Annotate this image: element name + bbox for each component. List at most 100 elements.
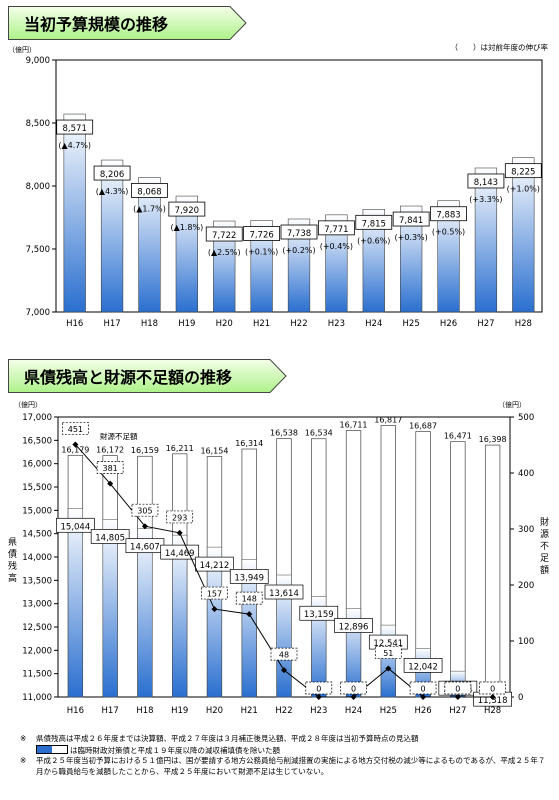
chart2-ytick-label: 11,500 [22,670,52,680]
chart1-growth-label: (+0.4%) [320,242,353,251]
chart2-ytick-label: 16,000 [22,460,52,470]
chart1-growth-label: (+0.2%) [282,246,315,255]
chart1-value-box [131,183,168,198]
chart2-shortfall-point [315,694,322,700]
chart2-adjusted-label: 12,541 [373,639,403,649]
chart1-data-label: 7,726 [249,231,273,241]
chart2-adjusted-label: 13,949 [234,573,264,583]
chart2-xtick-label: H27 [449,706,466,716]
budget-scale-chart: （億円） （ ）は対前年度の伸び率 7,000 7,500 8,000 8,500 9,… [8,42,549,329]
chart1-xtick-label: H21 [253,319,270,329]
chart2-shortfall-box [131,503,159,517]
chart1-growth-label: (▲2.5%) [208,248,241,257]
chart2-total-label: 16,538 [270,429,298,438]
chart2-ytick-label: 15,000 [22,506,52,516]
chart1-data-label: 8,143 [474,178,498,188]
chart2-right-axis-label-char: 足 [540,553,549,564]
chart2-y2tick-label: 300 [518,525,534,535]
chart2-right-axis-label-char: 財 [540,516,549,528]
chart2-total-label: 16,687 [409,422,437,431]
legend-swatch [36,744,68,754]
chart2-xtick-label: H25 [380,706,397,716]
chart2-shortfall-point [246,611,253,618]
chart1-value-box [168,201,206,217]
chart2-xtick-label: H28 [484,706,501,716]
chart1-bar [175,195,198,313]
chart1-data-label: 8,068 [137,187,161,197]
chart2-shortfall-label: 0 [351,685,356,694]
chart2-shortfall-label: 293 [172,513,187,522]
chart1-bar [325,214,348,313]
notes: ※ 県債残高は平成２６年度までは決算額、平成２７年度は３月補正後見込額、平成２８年… [14,734,549,777]
chart2-shortfall-label: 148 [242,595,257,604]
chart2-ytick-label: 15,500 [22,483,52,493]
chart1-value-box [392,211,430,227]
chart1-growth-label: (▲4.3%) [96,187,129,196]
chart2-adjusted-label: 14,805 [95,533,125,543]
chart1-xtick-label: H24 [365,319,382,329]
chart2-adjusted-label: 12,042 [408,662,438,672]
chart2-total-label: 16,172 [96,446,124,455]
chart2-shortfall-label: 0 [490,685,495,694]
chart2-ytick-label: 13,500 [22,576,52,586]
chart2-adjusted-box [195,556,234,572]
chart2-xtick-label: H16 [67,706,84,716]
chart2-adjusted-bar [67,508,83,698]
chart2-shortfall-box [96,461,124,474]
chart1-growth-label: (+0.3%) [395,233,428,242]
chart2-adjusted-box [264,584,304,600]
chart1-growth-label: (+1.0%) [507,185,540,194]
chart2-y2tick-label: 200 [518,581,534,591]
chart2-left-axis-label-char: 高 [8,572,17,584]
chart2-adjusted-bar [276,574,292,698]
chart1-bar [287,218,311,313]
chart1-ytick-label: 8,000 [26,182,50,192]
chart2-y2tick-label: 400 [518,469,534,479]
chart2-adjusted-label: 13,159 [304,610,334,620]
chart2-shortfall-box [270,647,298,661]
chart2-total-bar [484,444,501,698]
chart2-y2tick-label: 0 [518,693,523,703]
chart1-xtick-label: H27 [477,319,494,329]
chart1-growth-label: (▲4.7%) [58,141,91,150]
chart1-data-label: 7,771 [324,225,348,235]
chart2-total-label: 16,314 [235,439,263,448]
chart2-shortfall-box [374,646,402,659]
chart2-adjusted-label: 13,614 [269,589,299,599]
chart1-value-box [280,224,318,240]
chart1-xtick-label: H28 [515,319,532,329]
chart2-shortfall-point [72,441,79,448]
chart2-adjusted-label: 11,318 [478,696,508,706]
chart1-data-label: 7,841 [399,216,423,226]
chart1-xtick-label: H25 [403,319,420,329]
chart2-adjusted-box [299,605,339,621]
chart2-adjusted-box [403,658,443,673]
chart1-ytick-label: 7,000 [26,308,50,318]
chart1-value-box [504,163,542,179]
chart2-xtick-label: H19 [171,706,188,716]
chart2-adjusted-label: 12,896 [339,623,369,633]
chart1-bar [437,200,460,313]
chart2-shortfall-point [281,667,287,674]
chart1-unit: （億円） [8,45,36,54]
chart2-ytick-label: 12,000 [22,646,52,656]
chart1-value-box [467,173,505,189]
chart2-adjusted-bar [137,528,153,698]
chart2-xtick-label: H17 [102,706,119,716]
chart1-growth-label: (+0.5%) [432,228,465,237]
chart1-data-label: 8,571 [63,124,87,134]
chart2-left-axis-label-char: 残 [8,560,17,572]
chart2-xtick-label: H26 [414,706,431,716]
chart1-bar [250,220,273,313]
chart1-data-label: 8,225 [511,168,535,178]
chart2-adjusted-bar [206,546,223,698]
chart1-ytick-label: 9,000 [26,56,50,66]
chart1-xtick-label: H23 [328,319,345,329]
chart2-shortfall-box [479,681,506,695]
chart1-data-label: 7,815 [362,219,386,229]
chart2-shortfall-point [350,694,357,700]
chart2-title-banner: 県債残高と財源不足額の推移 [8,359,287,393]
chart1-legend-note: （ ）は対前年度の伸び率 [451,42,549,52]
chart2-shortfall-point [385,665,392,672]
chart2-line-legend: 財源不足額 [100,431,138,441]
